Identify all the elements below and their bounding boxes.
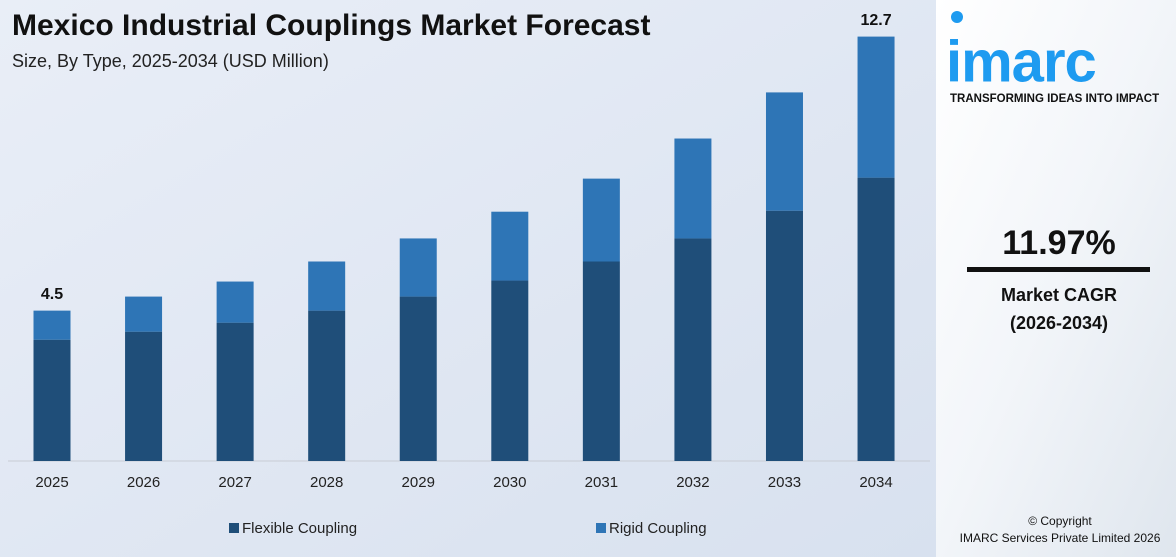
x-tick-label: 2030 — [493, 474, 526, 491]
x-tick-label: 2025 — [35, 474, 68, 491]
x-tick-label: 2028 — [310, 474, 343, 491]
bar-segment — [308, 310, 346, 461]
cagr-label: Market CAGR — [1001, 285, 1117, 305]
legend-swatch — [596, 523, 606, 533]
bar-segment — [674, 138, 712, 239]
x-tick-label: 2034 — [859, 474, 892, 491]
tagline: TRANSFORMING IDEAS INTO IMPACT — [950, 93, 1159, 105]
bar-segment — [857, 36, 895, 178]
x-tick-label: 2033 — [768, 474, 801, 491]
cagr-rule — [967, 267, 1150, 272]
x-tick-label: 2029 — [402, 474, 435, 491]
cagr-period: (2026-2034) — [1010, 313, 1108, 333]
bar-segment — [308, 261, 346, 311]
bar-segment — [216, 322, 254, 461]
sidebar-background — [936, 0, 1176, 557]
legend-swatch — [229, 523, 239, 533]
bar-segment — [125, 296, 163, 332]
company: IMARC Services Private Limited 2026 — [960, 531, 1161, 545]
cagr-value: 11.97% — [1002, 224, 1115, 262]
bar-segment — [491, 211, 529, 281]
logo-dot — [951, 11, 963, 23]
bar-segment — [399, 296, 437, 461]
copyright: © Copyright — [1028, 514, 1092, 528]
bar-segment — [33, 339, 71, 461]
bar-segment — [765, 92, 803, 211]
x-tick-label: 2031 — [585, 474, 618, 491]
logo: imarc — [946, 29, 1096, 94]
chart-subtitle: Size, By Type, 2025-2034 (USD Million) — [12, 51, 329, 71]
bar-segment — [765, 210, 803, 461]
bar-segment — [491, 280, 529, 461]
bar-segment — [399, 238, 437, 297]
total-label: 4.5 — [41, 286, 63, 303]
bar-segment — [125, 331, 163, 461]
x-tick-label: 2032 — [676, 474, 709, 491]
x-tick-label: 2026 — [127, 474, 160, 491]
legend-label: Rigid Coupling — [609, 520, 707, 537]
bar-segment — [582, 261, 620, 461]
x-tick-label: 2027 — [218, 474, 251, 491]
total-label: 12.7 — [860, 12, 891, 29]
bar-segment — [216, 281, 254, 323]
bar-segment — [582, 178, 620, 262]
chart-title: Mexico Industrial Couplings Market Forec… — [12, 9, 650, 42]
legend-label: Flexible Coupling — [242, 520, 357, 537]
bar-segment — [857, 177, 895, 461]
bar-segment — [674, 238, 712, 461]
bar-segment — [33, 310, 71, 340]
